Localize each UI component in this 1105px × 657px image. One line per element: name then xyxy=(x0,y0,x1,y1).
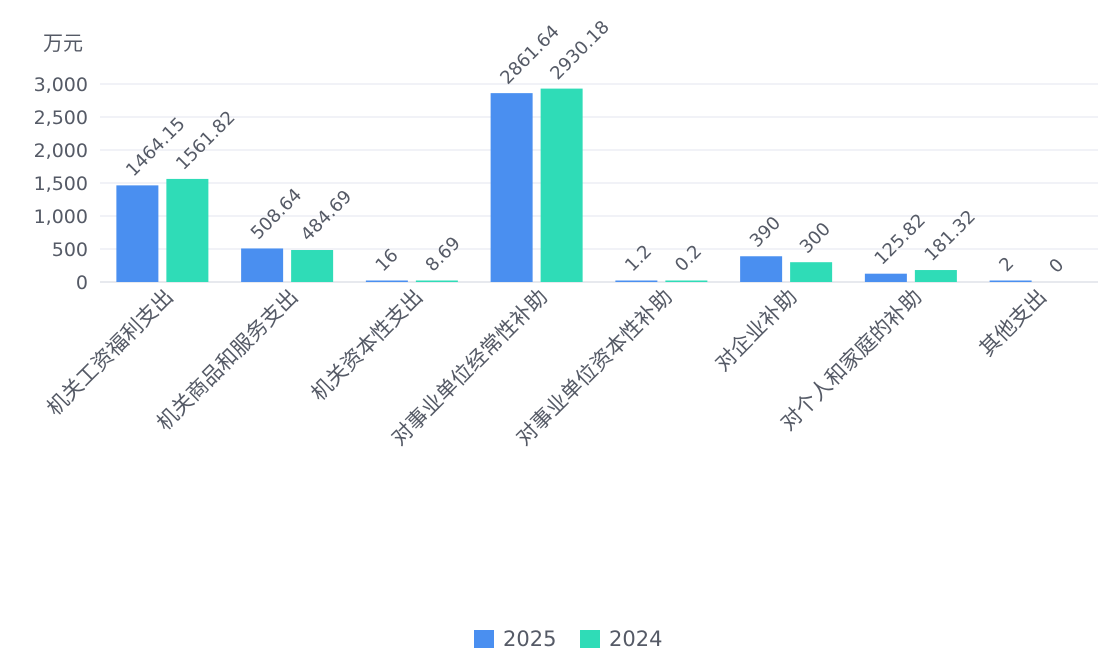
data-label: 1.2 xyxy=(621,241,656,276)
x-category-label: 其他支出 xyxy=(975,285,1051,361)
y-tick-label: 1,000 xyxy=(34,206,88,228)
legend: 2025 2024 xyxy=(474,627,662,651)
y-axis-ticks: 0 500 1,000 1,500 2,000 2,500 3,000 xyxy=(34,74,88,294)
y-tick-label: 2,000 xyxy=(34,140,88,162)
data-label: 508.64 xyxy=(247,185,306,244)
legend-label: 2025 xyxy=(503,627,556,651)
data-label: 0 xyxy=(1045,255,1068,278)
bar-2025 xyxy=(365,280,408,282)
bar-2024 xyxy=(415,280,458,282)
bar-2025 xyxy=(116,185,159,282)
bars xyxy=(116,88,1032,282)
bar-2025 xyxy=(615,280,658,282)
data-label: 8.69 xyxy=(422,233,465,276)
legend-swatch-2025 xyxy=(474,630,494,648)
x-category-label: 机关工资福利支出 xyxy=(42,285,178,421)
bar-2024 xyxy=(291,250,334,282)
data-label: 2861.64 xyxy=(496,21,563,88)
x-category-label: 机关资本性支出 xyxy=(306,285,427,406)
data-label: 181.32 xyxy=(921,206,980,265)
bar-2025 xyxy=(989,280,1032,282)
data-label: 2930.18 xyxy=(546,17,613,84)
bar-2025 xyxy=(864,273,907,282)
bar-2024 xyxy=(166,178,209,282)
x-category-label: 机关商品和服务支出 xyxy=(152,285,303,436)
data-label: 300 xyxy=(796,219,835,258)
bar-2025 xyxy=(241,248,284,282)
bar-2025 xyxy=(740,256,783,282)
y-tick-label: 2,500 xyxy=(34,107,88,129)
y-tick-label: 3,000 xyxy=(34,74,88,96)
x-category-label: 对个人和家庭的补助 xyxy=(776,285,927,436)
data-label: 1464.15 xyxy=(122,113,189,180)
data-label: 16 xyxy=(372,245,403,276)
legend-label: 2024 xyxy=(609,627,662,651)
x-category-label: 对企业补助 xyxy=(710,285,801,376)
bar-2024 xyxy=(665,280,708,282)
y-axis-unit-label: 万元 xyxy=(43,31,83,55)
bar-2025 xyxy=(490,93,533,282)
data-label: 125.82 xyxy=(871,210,930,269)
data-label: 390 xyxy=(746,213,785,252)
y-tick-label: 0 xyxy=(76,272,88,294)
bar-2024 xyxy=(540,88,583,282)
y-tick-label: 500 xyxy=(52,239,88,261)
bar-2024 xyxy=(914,270,957,282)
data-label: 2 xyxy=(995,253,1018,276)
y-tick-label: 1,500 xyxy=(34,173,88,195)
data-label: 0.2 xyxy=(671,241,706,276)
bar-2024 xyxy=(790,262,833,282)
legend-swatch-2024 xyxy=(580,630,600,648)
